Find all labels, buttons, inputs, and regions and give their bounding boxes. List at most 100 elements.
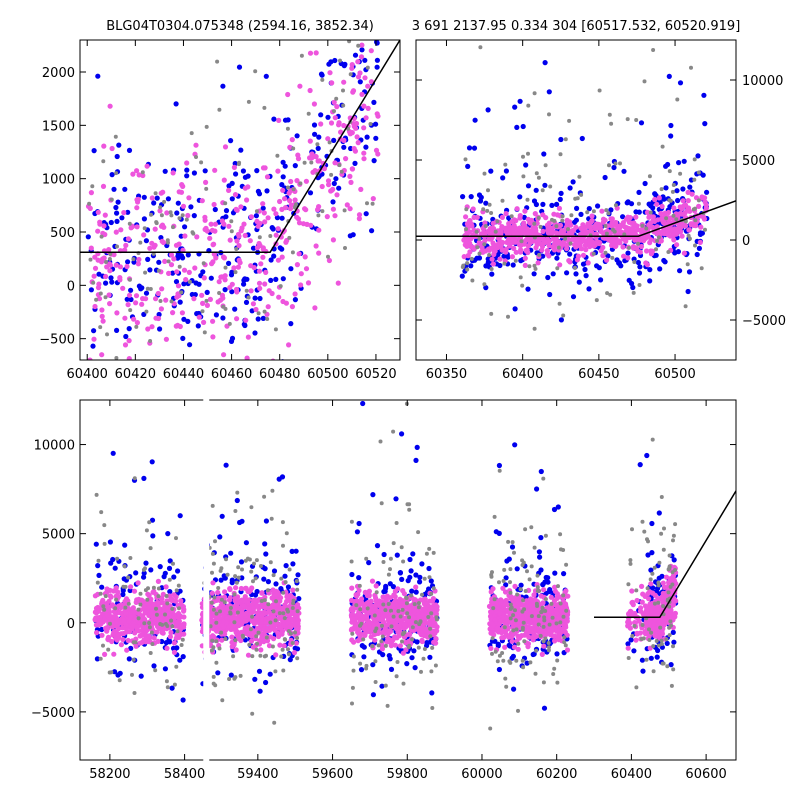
plot-area bbox=[416, 45, 736, 331]
data-point bbox=[591, 209, 596, 214]
data-point bbox=[96, 271, 102, 277]
data-point bbox=[285, 126, 290, 131]
data-point bbox=[675, 225, 681, 231]
data-point bbox=[207, 296, 213, 302]
data-point bbox=[392, 642, 398, 648]
data-point bbox=[517, 98, 523, 104]
plot-area bbox=[80, 40, 400, 360]
data-point bbox=[397, 570, 403, 576]
data-point bbox=[348, 72, 353, 77]
data-point bbox=[693, 243, 697, 248]
data-point bbox=[133, 293, 140, 299]
data-point bbox=[168, 252, 175, 258]
data-point bbox=[595, 203, 601, 209]
data-point bbox=[558, 190, 564, 196]
data-point bbox=[327, 70, 333, 76]
data-point bbox=[151, 200, 157, 206]
data-point bbox=[542, 182, 548, 188]
data-point bbox=[315, 142, 320, 147]
data-point bbox=[288, 321, 294, 327]
data-point bbox=[460, 194, 466, 200]
data-point bbox=[191, 296, 197, 302]
data-point bbox=[631, 290, 636, 295]
data-point bbox=[252, 592, 259, 598]
data-point bbox=[212, 167, 218, 173]
data-point bbox=[257, 235, 262, 240]
data-point bbox=[114, 310, 120, 316]
data-point bbox=[482, 282, 487, 287]
data-point bbox=[120, 591, 126, 598]
data-point bbox=[332, 57, 338, 64]
data-point bbox=[273, 276, 279, 282]
data-point bbox=[291, 187, 296, 192]
data-point bbox=[399, 431, 405, 437]
data-point bbox=[520, 283, 525, 288]
data-point bbox=[104, 260, 108, 264]
data-point bbox=[216, 279, 222, 285]
data-point bbox=[279, 215, 285, 221]
data-point bbox=[607, 163, 611, 168]
data-point bbox=[255, 188, 261, 194]
data-point bbox=[254, 245, 261, 251]
data-point bbox=[521, 154, 525, 159]
data-point bbox=[503, 582, 509, 588]
data-point bbox=[229, 634, 235, 640]
data-point bbox=[354, 529, 360, 535]
data-point bbox=[396, 633, 402, 639]
data-point bbox=[114, 218, 120, 224]
data-point bbox=[666, 73, 672, 79]
data-point bbox=[407, 556, 413, 563]
data-point bbox=[464, 207, 469, 212]
data-point bbox=[696, 203, 702, 209]
data-point bbox=[368, 79, 374, 85]
data-point bbox=[177, 216, 182, 221]
x-tick-label: 60400 bbox=[502, 367, 543, 382]
data-point bbox=[227, 237, 233, 243]
data-point bbox=[540, 253, 546, 259]
data-point bbox=[180, 203, 187, 209]
data-point bbox=[160, 239, 167, 246]
data-point bbox=[489, 211, 494, 215]
data-point bbox=[141, 475, 147, 481]
data-point bbox=[331, 137, 337, 143]
data-point bbox=[530, 651, 536, 658]
data-point bbox=[141, 232, 147, 238]
data-point bbox=[633, 209, 639, 215]
data-point bbox=[686, 227, 692, 233]
data-point bbox=[287, 144, 293, 150]
data-point bbox=[277, 245, 283, 251]
data-point bbox=[652, 191, 658, 197]
data-point bbox=[483, 224, 488, 228]
data-point bbox=[567, 118, 572, 123]
data-point bbox=[637, 264, 643, 270]
data-point bbox=[212, 221, 218, 227]
data-point bbox=[229, 335, 236, 341]
data-point bbox=[190, 230, 195, 235]
data-point bbox=[133, 599, 139, 606]
x-tick-label: 60480 bbox=[259, 367, 300, 382]
data-point bbox=[365, 201, 369, 206]
data-point bbox=[363, 211, 369, 217]
data-point bbox=[628, 637, 634, 643]
data-point bbox=[212, 206, 218, 213]
data-point bbox=[495, 641, 501, 647]
data-point bbox=[295, 602, 301, 608]
data-point bbox=[620, 220, 627, 226]
data-point bbox=[349, 166, 355, 172]
data-point bbox=[226, 260, 232, 266]
data-point bbox=[254, 209, 259, 214]
data-point bbox=[344, 202, 350, 208]
data-point bbox=[168, 629, 174, 636]
data-point bbox=[661, 211, 668, 217]
data-point bbox=[635, 259, 642, 266]
data-point bbox=[263, 269, 269, 275]
data-point bbox=[391, 592, 397, 598]
data-point bbox=[91, 280, 96, 285]
data-point bbox=[513, 239, 519, 245]
data-point bbox=[408, 568, 414, 574]
data-point bbox=[217, 291, 222, 295]
data-point bbox=[525, 243, 532, 249]
data-point bbox=[173, 323, 179, 329]
data-point bbox=[564, 220, 570, 227]
